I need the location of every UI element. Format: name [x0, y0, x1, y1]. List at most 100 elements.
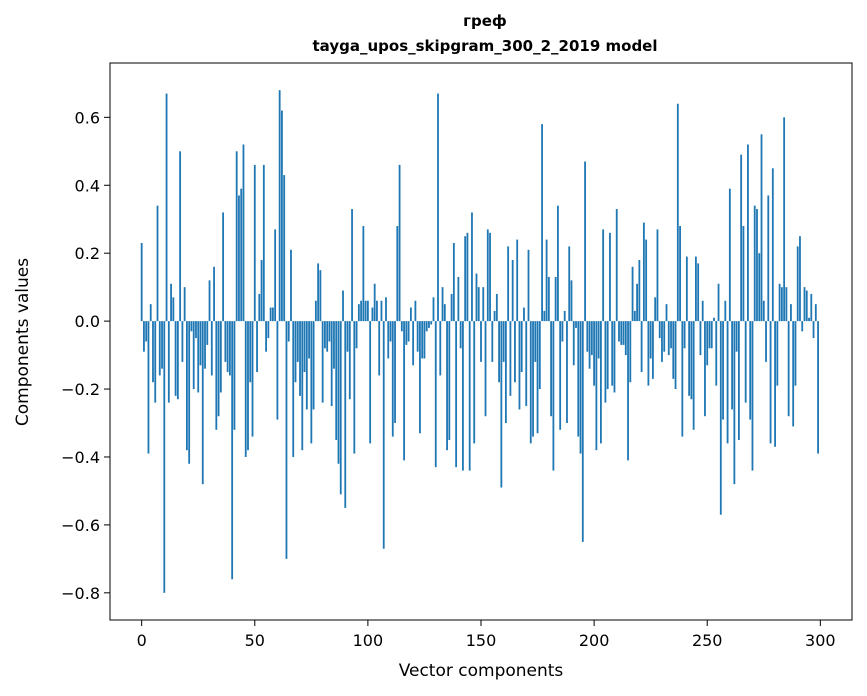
bar: [199, 321, 202, 366]
bar: [179, 151, 182, 322]
bar: [416, 321, 419, 352]
bar: [760, 134, 763, 322]
bar: [507, 246, 510, 322]
bar: [441, 287, 444, 322]
bar: [387, 321, 390, 359]
bar: [314, 300, 317, 322]
bar: [165, 93, 168, 322]
bar: [812, 321, 815, 339]
bar: [366, 300, 369, 322]
bar: [244, 321, 247, 457]
bar: [649, 321, 652, 359]
bar: [514, 321, 516, 383]
bar: [419, 321, 421, 434]
bar: [477, 287, 480, 322]
bar: [290, 249, 292, 322]
bar: [240, 188, 243, 322]
bar: [559, 321, 562, 430]
bar: [373, 283, 376, 322]
bar: [731, 321, 734, 410]
bar: [805, 290, 808, 322]
bar: [278, 90, 281, 322]
bar: [362, 226, 365, 322]
x-tick-label: 150: [466, 631, 497, 650]
bar: [803, 287, 806, 322]
bar: [704, 321, 706, 417]
bar: [796, 246, 799, 322]
bar: [615, 209, 618, 322]
bar: [622, 321, 625, 345]
bar: [403, 321, 405, 461]
bar: [568, 246, 571, 322]
bar: [593, 321, 596, 386]
bar: [645, 239, 648, 322]
bar: [389, 321, 392, 342]
bar: [767, 195, 770, 322]
bar: [156, 205, 159, 322]
bar: [783, 117, 786, 322]
bar: [407, 321, 410, 342]
bar: [253, 164, 256, 322]
bar: [588, 321, 591, 369]
bar: [283, 175, 286, 322]
bar: [333, 321, 335, 369]
bar: [398, 164, 401, 322]
bar: [326, 321, 329, 352]
bar: [430, 321, 433, 325]
bar: [744, 321, 747, 403]
bar: [658, 321, 661, 339]
bar: [520, 321, 523, 373]
bar: [613, 321, 616, 393]
bar: [480, 321, 482, 362]
bar: [190, 321, 193, 332]
bar: [681, 321, 684, 437]
bar: [532, 321, 534, 437]
bar: [715, 321, 718, 386]
bar: [550, 321, 553, 417]
y-tick-label: 0.0: [75, 312, 100, 331]
bar: [636, 283, 638, 322]
chart-title-line2: tayga_upos_skipgram_300_2_2019 model: [313, 37, 658, 55]
bar: [523, 307, 525, 322]
bar: [699, 321, 702, 356]
bar: [690, 321, 693, 400]
bar: [310, 321, 313, 444]
bar: [498, 321, 500, 383]
bar: [737, 321, 740, 440]
y-tick-label: −0.4: [61, 448, 100, 467]
bar: [751, 321, 754, 471]
bar: [570, 280, 573, 322]
bar: [493, 310, 496, 322]
bar: [749, 321, 752, 420]
bar: [299, 321, 301, 396]
bar: [344, 321, 347, 508]
bar: [785, 287, 788, 322]
bar: [231, 321, 234, 580]
bar: [747, 144, 749, 322]
bar: [486, 229, 489, 322]
bar: [206, 321, 209, 345]
bar: [529, 321, 532, 444]
y-tick-label: −0.2: [61, 380, 100, 399]
bar: [181, 321, 184, 362]
bar: [369, 321, 372, 444]
bar: [590, 321, 593, 356]
bar: [733, 321, 736, 485]
bar: [296, 321, 299, 362]
bar: [572, 321, 575, 366]
bar: [676, 103, 679, 322]
bar: [439, 321, 442, 376]
bar: [697, 263, 700, 322]
bar: [281, 110, 283, 322]
bar: [817, 321, 819, 454]
bar: [226, 321, 229, 373]
bar: [629, 321, 632, 383]
bar: [355, 321, 358, 349]
bar: [143, 321, 145, 352]
bar: [633, 310, 636, 322]
bar: [728, 188, 731, 322]
bar: [425, 321, 428, 332]
bar: [599, 321, 602, 444]
bar: [756, 209, 758, 322]
bar: [557, 205, 559, 322]
